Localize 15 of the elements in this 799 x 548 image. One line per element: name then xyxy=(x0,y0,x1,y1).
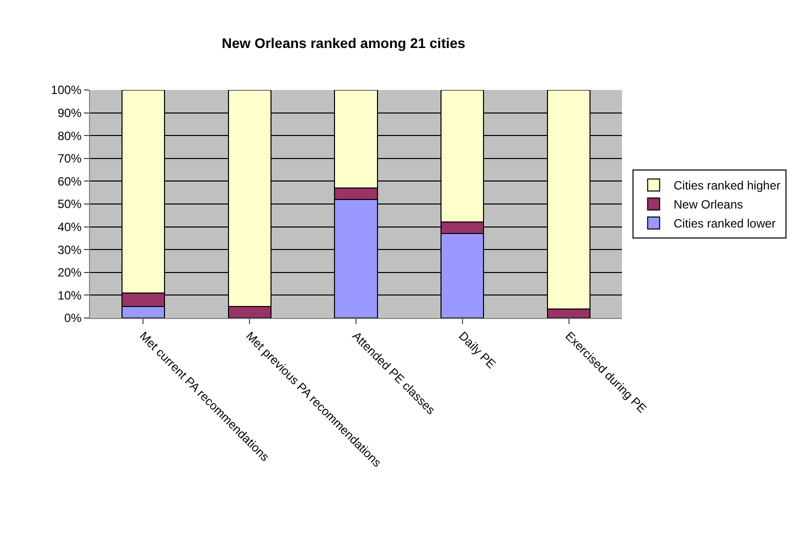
y-tick-label: 20% xyxy=(58,266,82,280)
y-tick-label: 0% xyxy=(64,311,82,326)
y-tick-label: 30% xyxy=(58,242,82,257)
y-tick-label: 40% xyxy=(58,220,82,234)
y-tick-label: 50% xyxy=(58,197,82,212)
y-tick-label: 100% xyxy=(50,83,82,98)
legend-label: Cities ranked lower xyxy=(674,216,776,231)
y-tick-label: 70% xyxy=(58,152,82,166)
legend-label: Cities ranked higher xyxy=(674,178,780,193)
chart-title: New Orleans ranked among 21 cities xyxy=(222,35,466,52)
y-tick-label: 80% xyxy=(58,128,82,143)
y-tick-label: 90% xyxy=(58,106,82,120)
y-tick-label: 10% xyxy=(58,288,82,302)
legend-label: New Orleans xyxy=(674,198,743,212)
y-tick-label: 60% xyxy=(58,174,82,188)
